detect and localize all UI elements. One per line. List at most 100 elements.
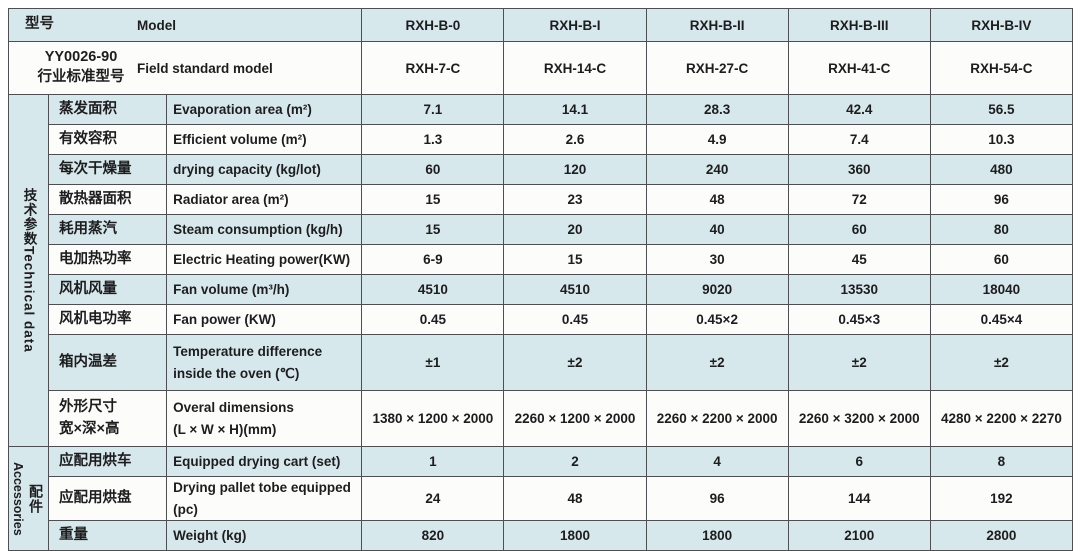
model-col-3: RXH-B-III xyxy=(787,8,931,42)
model-col-0: RXH-B-0 xyxy=(361,8,505,42)
spec-label-en: Steam consumption (kg/h) xyxy=(166,214,363,245)
spec-value-cell: 1 xyxy=(361,446,505,477)
spec-value-cell: 1380 × 1200 × 2000 xyxy=(361,390,505,447)
spec-value-cell: 144 xyxy=(787,475,931,522)
spec-label-cn: 蒸发面积 xyxy=(48,94,168,125)
spec-value-cell: 7.1 xyxy=(361,94,505,125)
group-label-cn: 配件 xyxy=(28,483,45,514)
spec-value-cell: 2100 xyxy=(787,520,931,551)
group-label-accessories: Accessories 配件 xyxy=(7,445,50,551)
spec-value-cell: 2260 × 2200 × 2000 xyxy=(645,390,789,447)
spec-label-en: Evaporation area (m²) xyxy=(166,94,363,125)
group-label-text: 技术参数Technical data xyxy=(21,188,37,353)
model-col-2: RXH-B-II xyxy=(645,8,789,42)
standard-model-label-cell: YY0026-90 行业标准型号 Field standard model xyxy=(7,41,363,95)
spec-label-cn: 风机电功率 xyxy=(48,304,168,335)
spec-label-en: Electric Heating power(KW) xyxy=(166,244,363,275)
spec-row: 耗用蒸汽 Steam consumption (kg/h) 15 20 40 60 80 xyxy=(9,214,1074,245)
spec-value-cell: 15 xyxy=(361,184,505,215)
spec-value-cell: 2.6 xyxy=(503,124,647,155)
spec-value-cell: 1.3 xyxy=(361,124,505,155)
spec-label-en: Efficient volume (m²) xyxy=(166,124,363,155)
spec-row: 重量 Weight (kg) 820 1800 1800 2100 2800 xyxy=(9,520,1074,551)
spec-value-cell: 48 xyxy=(645,184,789,215)
spec-label-cn: 散热器面积 xyxy=(48,184,168,215)
spec-value-cell: 0.45×4 xyxy=(929,304,1074,335)
model-label-cn: 型号 xyxy=(25,16,54,33)
spec-value-cell: 4.9 xyxy=(645,124,789,155)
standard-col-3: RXH-41-C xyxy=(787,41,931,95)
spec-value-cell: 72 xyxy=(787,184,931,215)
standard-col-0: RXH-7-C xyxy=(361,41,505,95)
spec-value-cell: 10.3 xyxy=(929,124,1074,155)
spec-row: 外形尺寸 宽×深×高 Overal dimensions (L × W × H)(… xyxy=(9,390,1074,447)
spec-table-body: 型号 Model RXH-B-0 RXH-B-I RXH-B-II RXH-B-… xyxy=(7,8,1074,551)
spec-label-en: Overal dimensions (L × W × H)(mm) xyxy=(166,390,363,447)
spec-value-cell: 2260 × 1200 × 2000 xyxy=(503,390,647,447)
spec-label-en: Fan power (KW) xyxy=(166,304,363,335)
spec-label-cn: 耗用蒸汽 xyxy=(48,214,168,245)
spec-row: 技术参数Technical data 蒸发面积 Evaporation area (… xyxy=(7,94,1074,447)
spec-value-cell: 120 xyxy=(503,154,647,185)
spec-value-cell: 6-9 xyxy=(361,244,505,275)
spec-value-cell: 15 xyxy=(361,214,505,245)
spec-label-cn: 重量 xyxy=(48,520,168,551)
spec-row: Accessories 配件 应配用烘车 Equipped drying cart (… xyxy=(7,445,1074,551)
spec-value-cell: ±2 xyxy=(929,334,1074,391)
spec-value-cell: 13530 xyxy=(787,274,931,305)
standard-model-row: YY0026-90 行业标准型号 Field standard model RX… xyxy=(7,41,1074,95)
spec-value-cell: 24 xyxy=(361,475,505,522)
spec-value-cell: 360 xyxy=(787,154,931,185)
spec-value-cell: 192 xyxy=(929,475,1074,522)
spec-row: 箱内温差 Temperature difference inside the ov… xyxy=(9,334,1074,391)
spec-value-cell: 2800 xyxy=(929,520,1074,551)
group-label-technical-data: 技术参数Technical data xyxy=(7,94,50,447)
spec-value-cell: 0.45 xyxy=(503,304,647,335)
spec-label-cn: 应配用烘盘 xyxy=(48,475,168,522)
spec-row: 散热器面积 Radiator area (m²) 15 23 48 72 96 xyxy=(9,184,1074,215)
spec-value-cell: 0.45 xyxy=(361,304,505,335)
spec-row: 电加热功率 Electric Heating power(KW) 6-9 15 30 45… xyxy=(9,244,1074,275)
spec-value-cell: 42.4 xyxy=(787,94,931,125)
spec-value-cell: 240 xyxy=(645,154,789,185)
model-label-en: Model xyxy=(137,17,176,33)
spec-label-cn: 风机风量 xyxy=(48,274,168,305)
spec-label-cn: 有效容积 xyxy=(48,124,168,155)
spec-value-cell: 4510 xyxy=(503,274,647,305)
spec-label-en: Temperature difference inside the oven (… xyxy=(166,334,363,391)
spec-value-cell: 4280 × 2200 × 2270 xyxy=(929,390,1074,447)
spec-value-cell: 30 xyxy=(645,244,789,275)
model-header-row: 型号 Model RXH-B-0 RXH-B-I RXH-B-II RXH-B-… xyxy=(7,8,1074,42)
spec-value-cell: 2 xyxy=(503,446,647,477)
spec-value-cell: ±2 xyxy=(787,334,931,391)
spec-value-cell: ±1 xyxy=(361,334,505,391)
standard-col-2: RXH-27-C xyxy=(645,41,789,95)
spec-value-cell: 40 xyxy=(645,214,789,245)
standard-col-1: RXH-14-C xyxy=(503,41,647,95)
spec-value-cell: 8 xyxy=(929,446,1074,477)
spec-table: 型号 Model RXH-B-0 RXH-B-I RXH-B-II RXH-B-… xyxy=(7,8,1074,551)
spec-value-cell: 4510 xyxy=(361,274,505,305)
spec-value-cell: ±2 xyxy=(645,334,789,391)
spec-row: 有效容积 Efficient volume (m²) 1.3 2.6 4.9 7.4 10.… xyxy=(9,124,1074,155)
standard-col-4: RXH-54-C xyxy=(929,41,1074,95)
spec-value-cell: 18040 xyxy=(929,274,1074,305)
model-col-4: RXH-B-IV xyxy=(929,8,1074,42)
spec-row: 每次干燥量 drying capacity (kg/lot) 60 120 240 360… xyxy=(9,154,1074,185)
spec-label-en: Weight (kg) xyxy=(166,520,363,551)
spec-value-cell: 45 xyxy=(787,244,931,275)
spec-value-cell: ±2 xyxy=(503,334,647,391)
spec-row: 风机风量 Fan volume (m³/h) 4510 4510 9020 13530 18… xyxy=(9,274,1074,305)
model-header-label-cell: 型号 Model xyxy=(7,8,363,42)
spec-value-cell: 1800 xyxy=(503,520,647,551)
spec-value-cell: 2260 × 3200 × 2000 xyxy=(787,390,931,447)
spec-value-cell: 14.1 xyxy=(503,94,647,125)
spec-label-cn: 外形尺寸 宽×深×高 xyxy=(48,390,168,447)
spec-value-cell: 15 xyxy=(503,244,647,275)
spec-value-cell: 7.4 xyxy=(787,124,931,155)
spec-value-cell: 480 xyxy=(929,154,1074,185)
spec-label-cn: 每次干燥量 xyxy=(48,154,168,185)
spec-label-cn: 应配用烘车 xyxy=(48,446,168,477)
spec-row: 应配用烘盘 Drying pallet tobe equipped (pc) 24 4… xyxy=(9,475,1074,522)
spec-value-cell: 23 xyxy=(503,184,647,215)
